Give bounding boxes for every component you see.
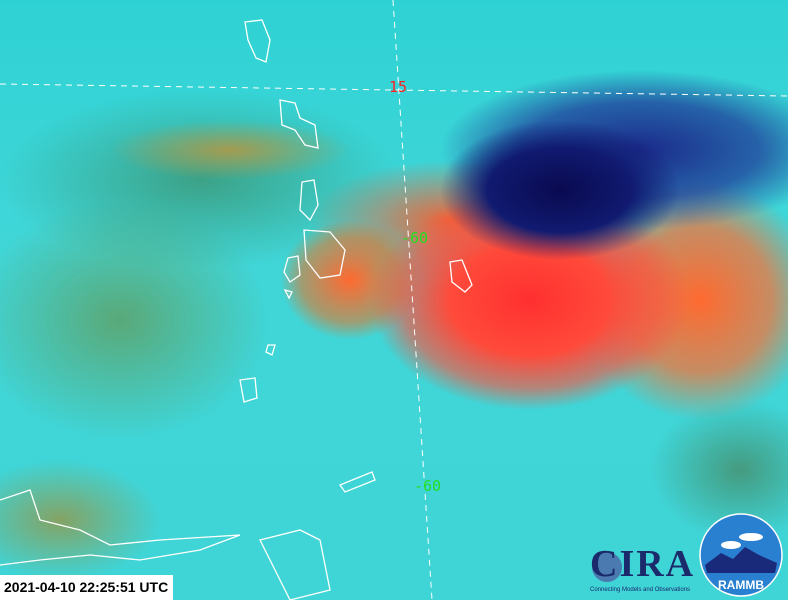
earth-icon [592,552,622,582]
island-tobago [338,471,376,493]
island-barbados [449,259,473,293]
coastlines [0,19,473,600]
cira-logo: CIRA [590,543,696,585]
rammb-logo [699,513,783,597]
rammb-label: RAMMB [718,578,764,592]
island-grenadines [265,344,276,356]
lon-label-60-top: -60 [401,229,429,247]
island-trinidad [259,529,331,600]
lon-label-60-bottom: -60 [414,477,442,495]
timestamp-label: 2021-04-10 22:25:51 UTC [0,575,174,600]
coast-venezuela [0,489,241,566]
island-martinique [303,229,346,279]
island-st-vincent [283,288,293,300]
island-grenada [239,377,258,403]
lat-label-15: 15 [389,78,408,96]
longitude-line-60 [392,0,433,600]
island-antigua [244,19,271,63]
island-guadeloupe [279,99,319,149]
cira-tagline: Connecting Models and Observations [590,587,691,593]
island-st-lucia [283,255,301,283]
island-dominica [299,179,319,222]
